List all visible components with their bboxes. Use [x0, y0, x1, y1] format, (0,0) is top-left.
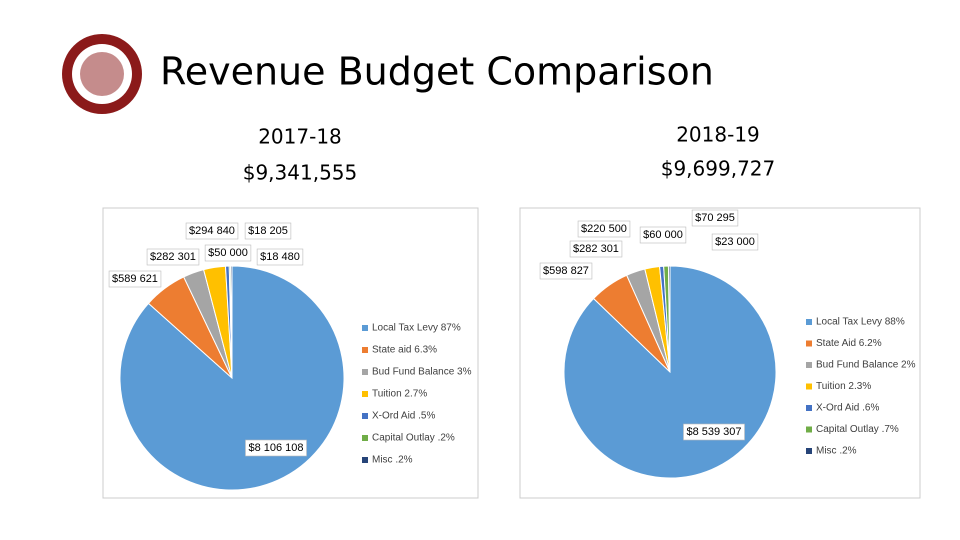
data-label-box	[244, 222, 292, 240]
data-label-box	[639, 226, 687, 244]
data-label: $282 301	[573, 243, 619, 255]
legend-label: Local Tax Levy 88%	[816, 317, 905, 328]
data-label: $220 500	[581, 223, 627, 235]
data-label-box	[256, 248, 304, 266]
data-label-box	[204, 244, 252, 262]
legend-label: Bud Fund Balance 2%	[816, 360, 916, 371]
legend-swatch	[362, 457, 368, 463]
legend-swatch	[806, 340, 812, 347]
legend-label: Capital Outlay .2%	[372, 433, 455, 444]
data-label-box	[539, 262, 593, 280]
legend-swatch	[806, 426, 812, 433]
logo	[62, 34, 142, 114]
legend-label: Tuition 2.3%	[816, 381, 871, 392]
legend-swatch	[362, 413, 368, 419]
data-label-box	[711, 233, 759, 251]
data-label: $18 480	[260, 251, 300, 263]
legend-swatch	[806, 405, 812, 411]
data-label-box	[691, 209, 739, 227]
chart-title: 2018-19	[676, 123, 760, 147]
data-label: $60 000	[643, 229, 683, 241]
legend-label: Misc .2%	[816, 446, 857, 457]
pie-slice	[667, 265, 671, 373]
chart-title: 2017-18	[258, 125, 342, 149]
data-label-box	[683, 423, 745, 441]
data-label: $18 205	[248, 225, 288, 237]
legend-label: State Aid 6.2%	[816, 338, 882, 349]
legend-swatch	[362, 435, 368, 441]
data-label: $598 827	[543, 265, 589, 277]
legend-swatch	[806, 383, 812, 390]
data-label: $282 301	[150, 251, 196, 263]
data-label: $589 621	[112, 273, 158, 285]
data-label: $23 000	[715, 236, 755, 248]
data-label: $8 539 307	[686, 426, 741, 438]
legend-label: Local Tax Levy 87%	[372, 323, 461, 334]
data-label-box	[108, 270, 162, 288]
legend-swatch	[806, 448, 812, 454]
legend-swatch	[806, 319, 812, 325]
legend-swatch	[362, 391, 368, 397]
data-label-box	[146, 248, 200, 266]
legend-label: Misc .2%	[372, 455, 413, 466]
chart-subtitle: $9,341,555	[243, 161, 358, 185]
data-label: $50 000	[208, 247, 248, 259]
data-label-box	[569, 240, 623, 258]
legend-label: Bud Fund Balance 3%	[372, 367, 472, 378]
data-label-box	[577, 220, 631, 238]
data-label-box	[245, 439, 307, 457]
legend-swatch	[362, 347, 368, 353]
data-label: $8 106 108	[248, 442, 303, 454]
data-label: $294 840	[189, 225, 235, 237]
pie-slice	[230, 265, 233, 379]
data-label: $70 295	[695, 212, 735, 224]
data-label-box	[185, 222, 239, 240]
legend-label: State aid 6.3%	[372, 345, 437, 356]
chart-subtitle: $9,699,727	[661, 157, 776, 181]
legend-swatch	[362, 369, 368, 375]
legend-swatch	[362, 325, 368, 331]
legend-label: Tuition 2.7%	[372, 389, 427, 400]
legend-label: X-Ord Aid .5%	[372, 411, 435, 422]
legend-label: X-Ord Aid .6%	[816, 403, 879, 414]
legend-swatch	[806, 362, 812, 368]
legend-label: Capital Outlay .7%	[816, 424, 899, 435]
slide-title: Revenue Budget Comparison	[160, 50, 714, 94]
